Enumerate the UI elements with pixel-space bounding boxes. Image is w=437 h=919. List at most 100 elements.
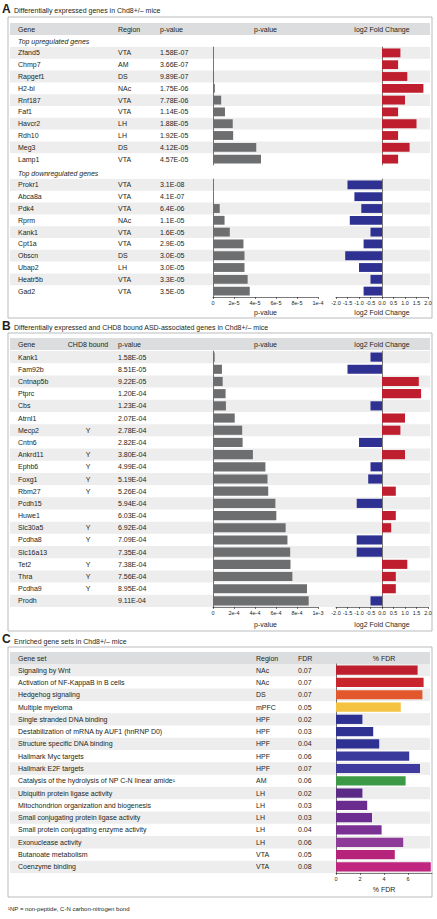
svg-text:% FDR: % FDR bbox=[373, 886, 396, 893]
svg-text:VTA: VTA bbox=[118, 229, 131, 236]
svg-text:VTA: VTA bbox=[118, 49, 131, 56]
svg-text:0.06: 0.06 bbox=[298, 753, 312, 760]
svg-text:4.1E-07: 4.1E-07 bbox=[160, 193, 185, 200]
svg-text:0.02: 0.02 bbox=[298, 790, 312, 797]
svg-text:HPF: HPF bbox=[256, 765, 270, 772]
svg-text:Small conjugating protein liga: Small conjugating protein ligase activit… bbox=[18, 814, 141, 822]
svg-text:FDR: FDR bbox=[298, 655, 312, 662]
svg-text:0.05: 0.05 bbox=[298, 704, 312, 711]
svg-text:Single stranded DNA binding: Single stranded DNA binding bbox=[18, 716, 108, 724]
svg-text:p-value: p-value bbox=[118, 341, 141, 349]
svg-text:1.20E-04: 1.20E-04 bbox=[118, 390, 147, 397]
svg-text:-0.5: -0.5 bbox=[366, 610, 375, 616]
svg-text:6.4E-06: 6.4E-06 bbox=[160, 205, 185, 212]
svg-text:Differentially expressed and C: Differentially expressed and CHD8 bound … bbox=[14, 324, 268, 332]
svg-text:VTA: VTA bbox=[118, 205, 131, 212]
svg-text:2.82E-04: 2.82E-04 bbox=[118, 439, 147, 446]
svg-text:Slc30a5: Slc30a5 bbox=[18, 524, 43, 531]
svg-text:4e-4: 4e-4 bbox=[249, 610, 260, 616]
svg-text:7.78E-06: 7.78E-06 bbox=[160, 97, 189, 104]
svg-text:Obscn: Obscn bbox=[18, 252, 38, 259]
svg-text:0.04: 0.04 bbox=[298, 740, 312, 747]
svg-text:VTA: VTA bbox=[118, 288, 131, 295]
svg-text:1.23E-04: 1.23E-04 bbox=[118, 402, 147, 409]
svg-text:0.0: 0.0 bbox=[378, 300, 386, 306]
svg-text:Coenzyme binding: Coenzyme binding bbox=[18, 863, 76, 871]
svg-text:0.07: 0.07 bbox=[298, 765, 312, 772]
svg-text:-1.0: -1.0 bbox=[354, 610, 363, 616]
svg-text:CHD8 bound: CHD8 bound bbox=[68, 341, 109, 348]
svg-text:0.03: 0.03 bbox=[298, 728, 312, 735]
svg-text:0.03: 0.03 bbox=[298, 814, 312, 821]
svg-text:6e-4: 6e-4 bbox=[270, 610, 281, 616]
svg-text:Rnf187: Rnf187 bbox=[18, 97, 41, 104]
svg-text:Rapgef1: Rapgef1 bbox=[18, 73, 45, 81]
svg-text:HPF: HPF bbox=[256, 716, 270, 723]
svg-text:Gad2: Gad2 bbox=[18, 288, 35, 295]
svg-text:3.3E-05: 3.3E-05 bbox=[160, 276, 185, 283]
svg-text:0: 0 bbox=[211, 300, 214, 306]
svg-text:Hallmark E2F targets: Hallmark E2F targets bbox=[18, 765, 84, 773]
svg-text:1.1E-05: 1.1E-05 bbox=[160, 217, 185, 224]
svg-text:VTA: VTA bbox=[118, 240, 131, 247]
svg-text:0.03: 0.03 bbox=[298, 802, 312, 809]
svg-text:VTA: VTA bbox=[118, 97, 131, 104]
svg-text:log2 Fold Change: log2 Fold Change bbox=[354, 341, 409, 349]
svg-text:3.5E-05: 3.5E-05 bbox=[160, 288, 185, 295]
svg-text:0.5: 0.5 bbox=[390, 300, 398, 306]
svg-text:Cpt1a: Cpt1a bbox=[18, 240, 37, 248]
svg-text:LH: LH bbox=[118, 264, 127, 271]
svg-text:0.04: 0.04 bbox=[298, 826, 312, 833]
svg-text:DS: DS bbox=[118, 252, 128, 259]
svg-text:6e-5: 6e-5 bbox=[270, 300, 281, 306]
svg-text:-1.0: -1.0 bbox=[354, 300, 363, 306]
svg-text:NAc: NAc bbox=[256, 667, 270, 674]
svg-text:NAc: NAc bbox=[118, 85, 132, 92]
svg-text:Heatr5b: Heatr5b bbox=[18, 276, 43, 283]
svg-text:HPF: HPF bbox=[256, 740, 270, 747]
svg-text:Ptprc: Ptprc bbox=[18, 390, 35, 398]
svg-text:4.12E-05: 4.12E-05 bbox=[160, 144, 189, 151]
svg-text:8e-5: 8e-5 bbox=[291, 300, 302, 306]
svg-text:Cntnap5b: Cntnap5b bbox=[18, 378, 48, 386]
svg-text:2e-5: 2e-5 bbox=[228, 300, 239, 306]
svg-text:4.99E-04: 4.99E-04 bbox=[118, 463, 147, 470]
svg-text:6.92E-04: 6.92E-04 bbox=[118, 524, 147, 531]
svg-text:LH: LH bbox=[118, 132, 127, 139]
svg-text:7.35E-04: 7.35E-04 bbox=[118, 549, 147, 556]
svg-text:VTA: VTA bbox=[118, 108, 131, 115]
svg-text:p-value: p-value bbox=[160, 26, 183, 34]
svg-text:DS: DS bbox=[118, 73, 128, 80]
svg-text:AM: AM bbox=[256, 777, 267, 784]
svg-text:NAc: NAc bbox=[118, 217, 132, 224]
svg-text:2.9E-05: 2.9E-05 bbox=[160, 240, 185, 247]
svg-text:1.75E-06: 1.75E-06 bbox=[160, 85, 189, 92]
svg-text:C: C bbox=[2, 632, 11, 646]
svg-text:0.05: 0.05 bbox=[298, 851, 312, 858]
svg-text:Y: Y bbox=[86, 585, 91, 592]
svg-text:Region: Region bbox=[118, 26, 140, 34]
svg-text:2e-4: 2e-4 bbox=[228, 610, 239, 616]
svg-text:4e-5: 4e-5 bbox=[249, 300, 260, 306]
svg-text:Lamp1: Lamp1 bbox=[18, 156, 40, 164]
svg-text:Pcdha9: Pcdha9 bbox=[18, 585, 42, 592]
svg-text:-2.0: -2.0 bbox=[331, 300, 340, 306]
svg-text:Top downregulated genes: Top downregulated genes bbox=[18, 170, 99, 178]
svg-text:Prokr1: Prokr1 bbox=[18, 181, 39, 188]
svg-text:Enriched gene sets in Chd8+/–: Enriched gene sets in Chd8+/– mice bbox=[14, 638, 127, 646]
svg-text:Structure specific DNA binding: Structure specific DNA binding bbox=[18, 740, 113, 748]
svg-text:Signaling by Wnt: Signaling by Wnt bbox=[18, 667, 71, 675]
svg-text:1.92E-05: 1.92E-05 bbox=[160, 132, 189, 139]
svg-text:2.0: 2.0 bbox=[424, 300, 432, 306]
svg-text:0.07: 0.07 bbox=[298, 679, 312, 686]
svg-text:Y: Y bbox=[86, 476, 91, 483]
svg-text:Hallmark Myc targets: Hallmark Myc targets bbox=[18, 753, 84, 761]
svg-text:Multiple myeloma: Multiple myeloma bbox=[18, 704, 73, 712]
svg-text:1e-4: 1e-4 bbox=[312, 300, 323, 306]
svg-text:Pcdh15: Pcdh15 bbox=[18, 500, 42, 507]
svg-text:Rbm27: Rbm27 bbox=[18, 488, 41, 495]
svg-text:VTA: VTA bbox=[118, 156, 131, 163]
svg-text:log2 Fold Change: log2 Fold Change bbox=[354, 26, 409, 34]
svg-text:Ubiquitin protein ligase activ: Ubiquitin protein ligase activity bbox=[18, 790, 113, 798]
svg-text:2.07E-04: 2.07E-04 bbox=[118, 415, 147, 422]
